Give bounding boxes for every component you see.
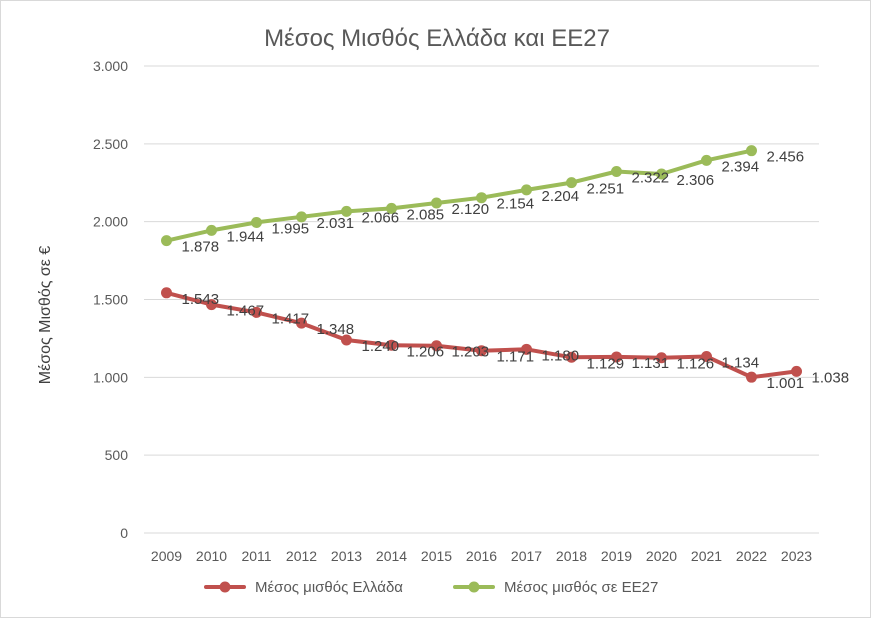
x-axis-ticks: 2009 2010 2011 2012 2013 2014 2015 2016 2017 2018…	[151, 548, 812, 564]
data-label: 2.120	[452, 201, 490, 218]
x-tick-label: 2017	[511, 548, 542, 564]
data-label: 1.543	[182, 291, 220, 308]
y-tick-label: 3.000	[93, 58, 128, 74]
data-point	[701, 154, 712, 166]
data-label: 2.031	[317, 215, 355, 232]
data-label: 2.322	[632, 170, 670, 187]
y-tick-label: 0	[120, 525, 128, 541]
x-tick-label: 2015	[421, 548, 452, 564]
data-label: 2.456	[767, 149, 805, 166]
data-point	[566, 177, 577, 189]
data-point	[476, 192, 487, 204]
data-point	[656, 168, 667, 180]
data-label: 2.251	[587, 181, 625, 198]
data-point	[611, 351, 622, 363]
legend-label: Μέσος μισθός Ελλάδα	[255, 579, 403, 596]
data-label: 1.944	[227, 228, 265, 245]
x-tick-label: 2020	[646, 548, 677, 564]
x-tick-label: 2013	[331, 548, 362, 564]
data-point	[251, 216, 262, 228]
y-tick-label: 500	[105, 447, 129, 463]
data-label: 1.126	[677, 356, 715, 373]
data-point	[161, 235, 172, 247]
legend-label: Μέσος μισθός σε ΕΕ27	[504, 579, 658, 596]
chart-title: Μέσος Μισθός Ελλάδα και ΕΕ27	[264, 25, 610, 52]
data-label: 1.171	[497, 349, 535, 366]
x-tick-label: 2010	[196, 548, 227, 564]
legend: Μέσος μισθός Ελλάδα Μέσος μισθός σε ΕΕ27	[204, 579, 658, 596]
data-label: 1.134	[722, 354, 760, 371]
x-tick-label: 2012	[286, 548, 317, 564]
data-label: 1.206	[407, 343, 445, 360]
data-point	[341, 334, 352, 346]
data-label: 2.066	[362, 209, 400, 226]
x-tick-label: 2021	[691, 548, 722, 564]
data-label: 1.240	[362, 338, 400, 355]
data-label: 1.129	[587, 355, 625, 372]
x-tick-label: 2023	[781, 548, 812, 564]
data-point	[521, 343, 532, 355]
x-tick-label: 2014	[376, 548, 407, 564]
data-label: 2.085	[407, 206, 445, 223]
y-axis-ticks: 0 500 1.000 1.500 2.000 2.500 3.000	[93, 58, 128, 541]
data-point	[566, 351, 577, 363]
data-point	[161, 287, 172, 299]
legend-swatch-marker	[468, 581, 480, 593]
data-label: 2.306	[677, 172, 715, 189]
data-point	[701, 350, 712, 362]
data-point	[341, 205, 352, 217]
data-labels: 1.543 1.467 1.417 1.348 1.240 1.206 1.203 1.171…	[182, 149, 850, 392]
data-point	[386, 202, 397, 214]
data-point	[296, 211, 307, 223]
data-label: 2.204	[542, 188, 580, 205]
data-label: 1.348	[317, 321, 355, 338]
data-point	[476, 345, 487, 357]
data-point	[431, 197, 442, 209]
data-point	[611, 166, 622, 178]
y-tick-label: 2.500	[93, 136, 128, 152]
data-label: 1.878	[182, 239, 220, 256]
y-tick-label: 2.000	[93, 214, 128, 230]
legend-swatch-marker	[219, 581, 231, 593]
data-point	[386, 339, 397, 351]
data-label: 1.995	[272, 220, 310, 237]
data-label: 1.467	[227, 303, 265, 320]
data-point	[746, 371, 757, 383]
data-point	[521, 184, 532, 196]
data-point	[656, 352, 667, 364]
gridlines	[144, 65, 819, 534]
y-tick-label: 1.000	[93, 369, 128, 385]
data-point	[431, 340, 442, 352]
data-label: 1.203	[452, 344, 490, 361]
series-points	[161, 145, 802, 383]
data-point	[206, 299, 217, 311]
data-point	[296, 317, 307, 329]
x-tick-label: 2016	[466, 548, 497, 564]
data-label: 2.154	[497, 196, 535, 213]
series-line	[164, 148, 754, 243]
x-tick-label: 2022	[736, 548, 767, 564]
x-tick-label: 2019	[601, 548, 632, 564]
data-label: 1.038	[812, 369, 850, 386]
data-label: 1.001	[767, 375, 805, 392]
data-label: 1.131	[632, 355, 670, 372]
data-label: 1.417	[272, 310, 310, 327]
data-point	[251, 306, 262, 318]
data-label: 2.394	[722, 158, 760, 175]
data-point	[791, 365, 802, 377]
data-label: 1.180	[542, 347, 580, 364]
data-point	[746, 145, 757, 157]
y-axis-label: Μέσος Μισθός σε €	[37, 246, 54, 385]
data-point	[206, 224, 217, 236]
x-tick-label: 2009	[151, 548, 182, 564]
x-tick-label: 2011	[241, 548, 271, 564]
y-tick-label: 1.500	[93, 292, 128, 308]
x-tick-label: 2018	[556, 548, 587, 564]
